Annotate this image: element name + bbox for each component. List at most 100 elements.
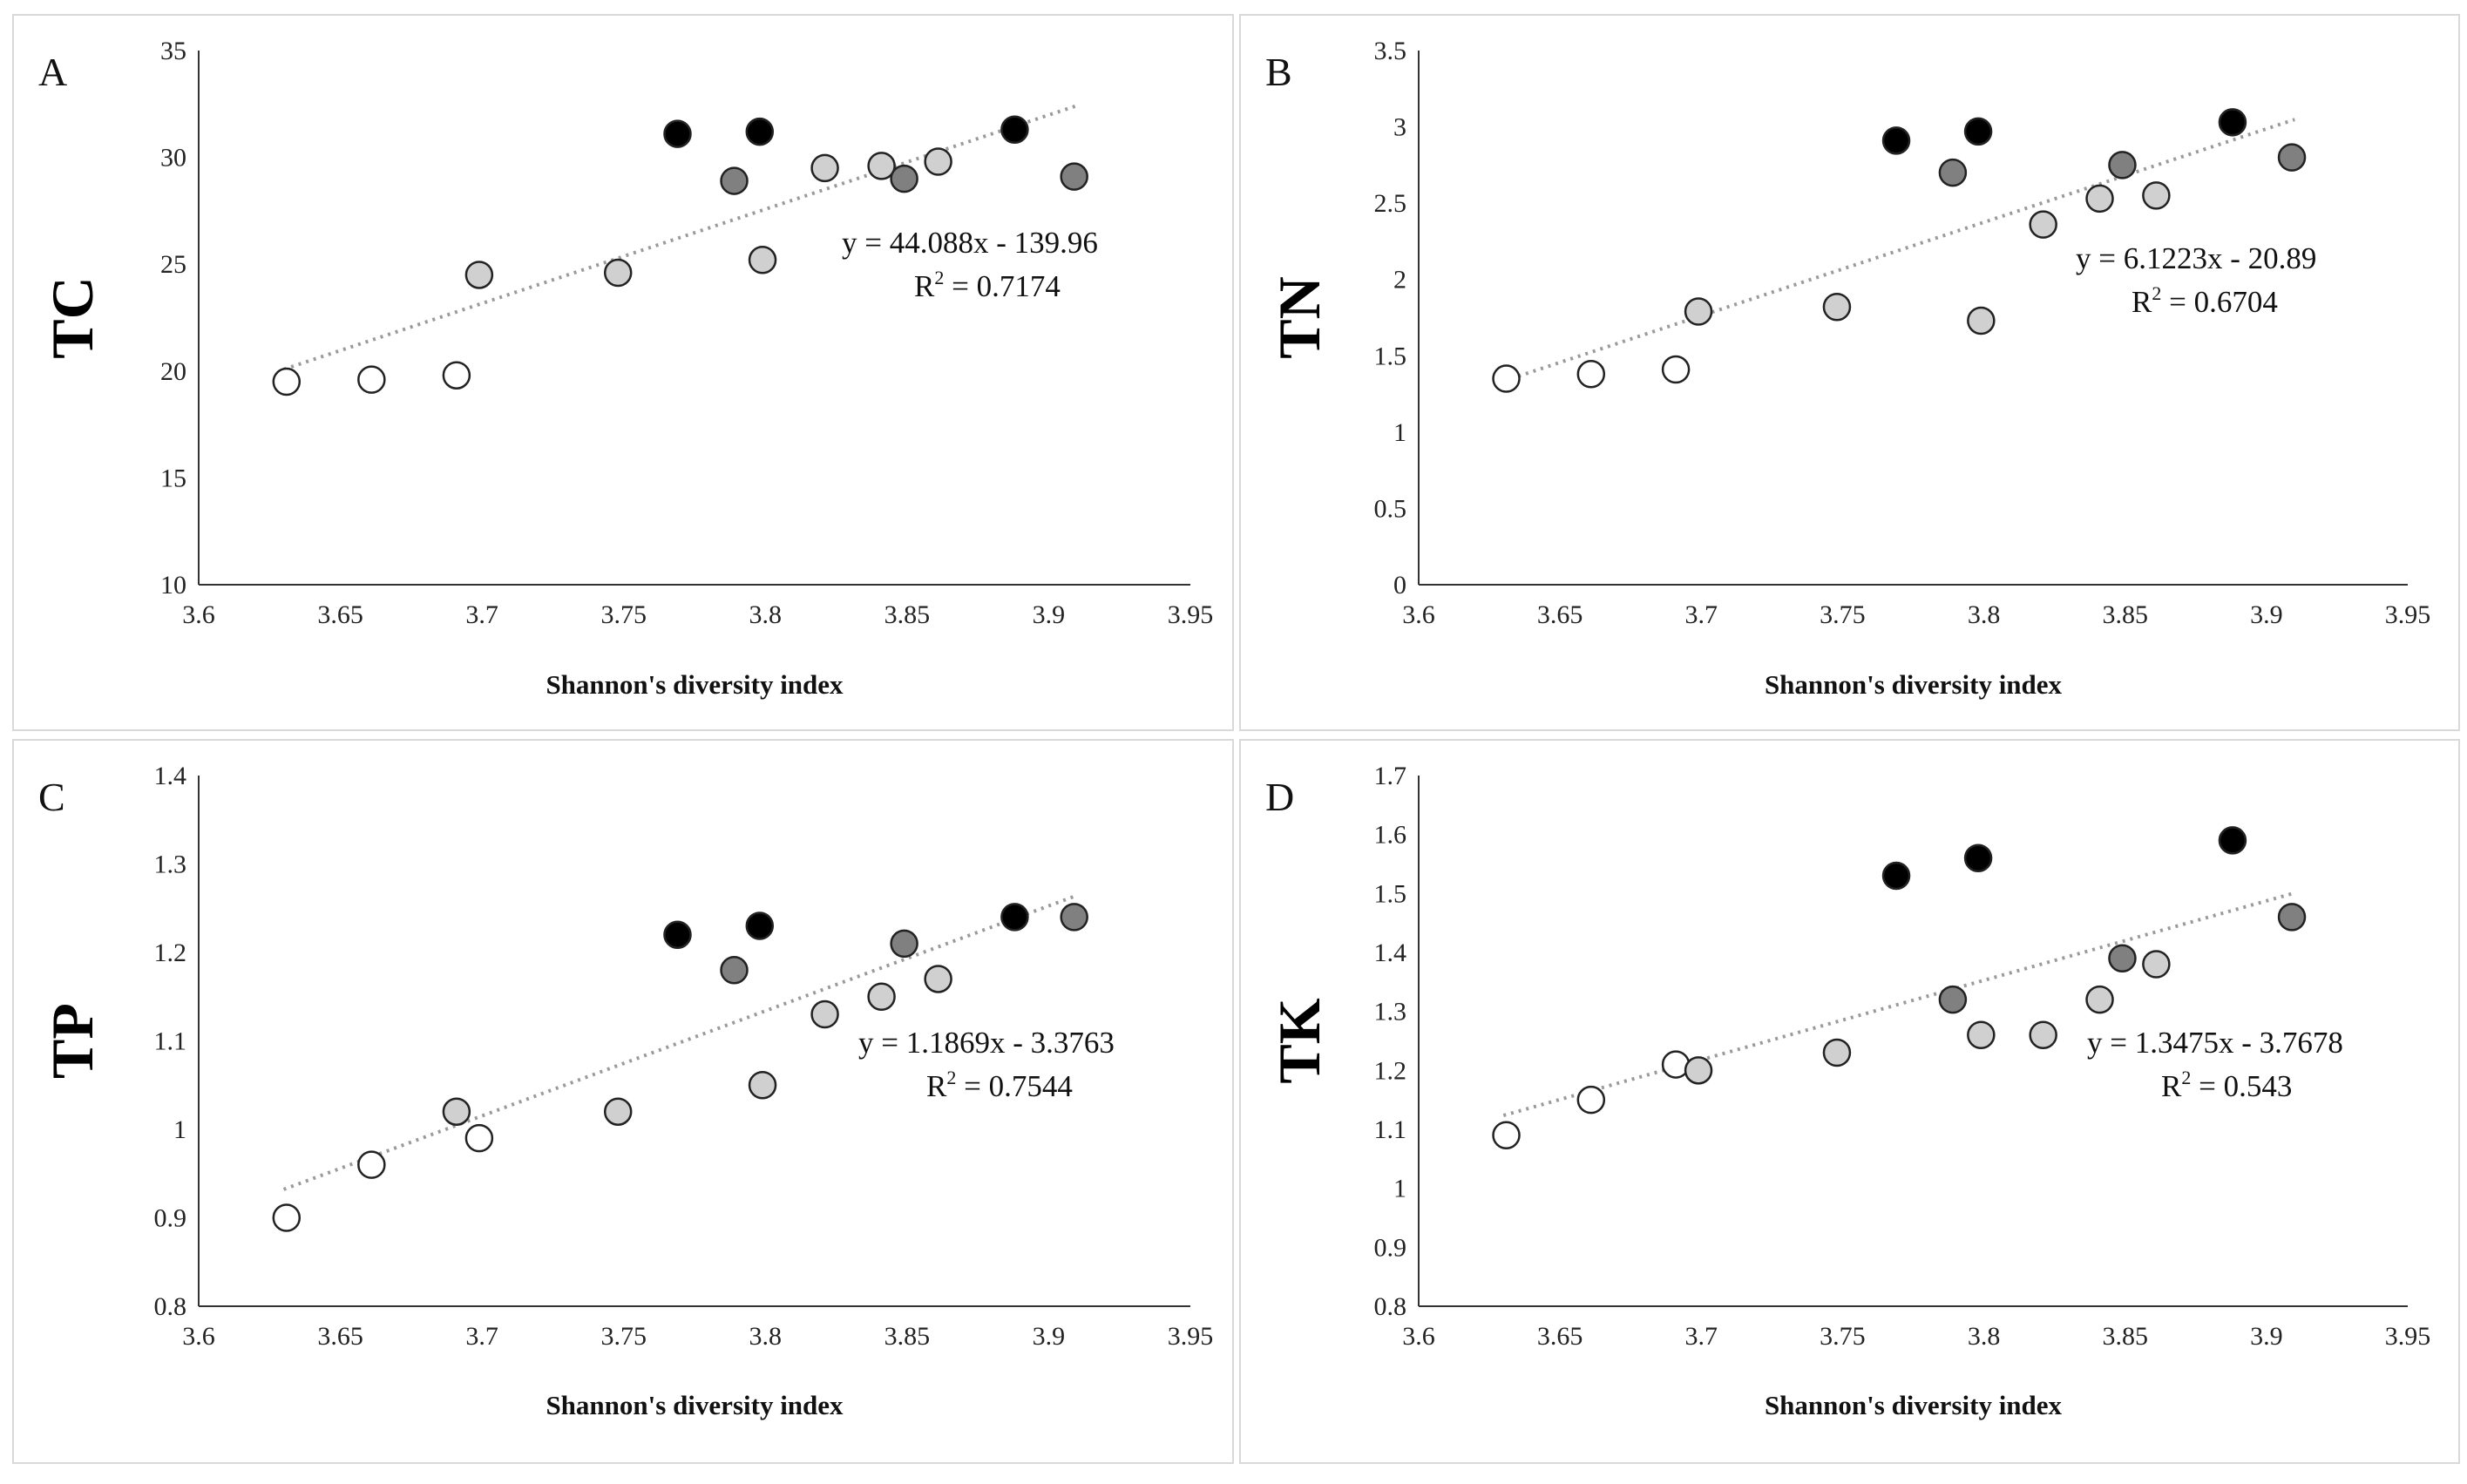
data-point-white — [1576, 360, 1606, 389]
y-axis-label-b: TN — [1266, 276, 1332, 358]
data-point-dark-gray — [720, 166, 749, 195]
data-point-light-gray — [924, 965, 952, 993]
trendline-b — [1502, 118, 2295, 383]
x-tick-label: 3.85 — [2102, 1322, 2148, 1351]
r-squared-value: = 0.7544 — [956, 1069, 1073, 1103]
trendline-a — [282, 104, 1078, 371]
scatter-plot-a: 10 15 20 25 30 35 3.6 3.65 3.7 3.75 3.8 3.85 3.9 3.95… — [38, 37, 1213, 700]
y-tick-label: 1.5 — [1374, 342, 1407, 370]
x-tick-label: 3.8 — [1968, 1322, 2001, 1351]
r-squared-value: = 0.543 — [2191, 1069, 2292, 1103]
y-tick-label: 0.9 — [154, 1204, 187, 1233]
x-tick-label: 3.95 — [1168, 1322, 1214, 1351]
r-squared-label-c: R2 = 0.7544 — [926, 1067, 1073, 1103]
x-tick-label: 3.7 — [465, 600, 498, 629]
data-point-dark-gray — [1938, 158, 1968, 187]
data-point-light-gray — [1822, 292, 1852, 322]
data-point-black — [663, 119, 692, 148]
data-point-black — [1963, 117, 1993, 146]
data-point-white — [1492, 364, 1521, 393]
data-point-light-gray — [1684, 1056, 1713, 1085]
data-point-black — [745, 911, 775, 940]
data-point-black — [1963, 844, 1993, 872]
chart-panel-b: 0 0.5 1 1.5 2 2.5 3 3.5 3.6 3.65 3.7 3.75 3.8 3.85 3.9… — [1239, 14, 2460, 731]
x-tick-label: 3.85 — [2102, 600, 2148, 629]
y-tick-label: 3.5 — [1374, 37, 1407, 65]
r-squared-superscript: 2 — [946, 1067, 956, 1088]
trendline-equation-c: y = 1.1869x - 3.3763 — [858, 1026, 1115, 1060]
r-squared-superscript: 2 — [934, 267, 944, 288]
r-squared-superscript: 2 — [2152, 282, 2161, 304]
y-tick-label: 1.1 — [1374, 1115, 1407, 1144]
data-point-light-gray — [442, 1097, 471, 1126]
x-axis-label-b: Shannon's diversity index — [1765, 669, 2063, 700]
y-tick-label: 1 — [1393, 1175, 1406, 1203]
r-squared-superscript: 2 — [2181, 1067, 2191, 1088]
x-tick-label: 3.65 — [1537, 1322, 1583, 1351]
y-tick-label: 35 — [160, 37, 186, 65]
y-tick-label: 1.3 — [154, 850, 187, 879]
data-point-light-gray — [748, 246, 777, 274]
y-tick-label: 1.5 — [1374, 879, 1407, 908]
data-point-white — [272, 367, 302, 396]
r-squared-symbol: R — [914, 269, 935, 303]
y-axis-label-d: TK — [1266, 998, 1332, 1083]
data-point-light-gray — [1967, 1020, 1996, 1049]
data-point-dark-gray — [720, 956, 749, 985]
trendline-equation-b: y = 6.1223x - 20.89 — [2076, 241, 2316, 275]
x-tick-label: 3.85 — [884, 600, 931, 629]
x-tick-label: 3.65 — [317, 600, 363, 629]
data-point-white — [357, 1150, 386, 1179]
y-tick-label: 30 — [160, 144, 186, 173]
data-point-light-gray — [2085, 184, 2114, 213]
data-point-light-gray — [748, 1071, 777, 1100]
r-squared-symbol: R — [2132, 285, 2152, 319]
data-point-white — [357, 365, 386, 394]
x-tick-label: 3.75 — [1820, 600, 1866, 629]
y-tick-label: 1 — [1393, 418, 1406, 447]
y-tick-label: 10 — [160, 571, 186, 600]
y-tick-label: 3 — [1393, 113, 1406, 142]
data-point-black — [1881, 861, 1911, 891]
data-point-light-gray — [2142, 950, 2171, 979]
y-tick-label: 0.5 — [1374, 494, 1407, 523]
r-squared-label-d: R2 = 0.543 — [2161, 1067, 2292, 1103]
data-point-dark-gray — [890, 164, 918, 193]
r-squared-symbol: R — [926, 1069, 947, 1103]
data-point-light-gray — [810, 999, 839, 1029]
y-tick-label: 2 — [1393, 266, 1406, 295]
data-point-white — [464, 1123, 494, 1153]
scatter-plot-b: 0 0.5 1 1.5 2 2.5 3 3.5 3.6 3.65 3.7 3.75 3.8 3.85 3.9… — [1265, 37, 2430, 700]
r-squared-label-a: R2 = 0.7174 — [914, 267, 1061, 303]
data-point-black — [745, 117, 775, 146]
chart-panel-d: 0.8 0.9 1 1.1 1.2 1.3 1.4 1.5 1.6 1.7 3.6 3.65 3.7 3.… — [1239, 739, 2460, 1464]
scatter-plot-d: 0.8 0.9 1 1.1 1.2 1.3 1.4 1.5 1.6 1.7 3.6 3.65 3.7 3.… — [1265, 762, 2430, 1420]
x-tick-label: 3.75 — [1820, 1322, 1866, 1351]
y-tick-label: 2.5 — [1374, 189, 1407, 218]
data-point-light-gray — [924, 147, 952, 176]
x-tick-label: 3.9 — [2250, 1322, 2283, 1351]
data-point-black — [663, 920, 692, 949]
x-tick-label: 3.7 — [1685, 1322, 1718, 1351]
data-point-light-gray — [2142, 181, 2171, 210]
data-point-light-gray — [2085, 985, 2114, 1014]
y-tick-label: 1.4 — [154, 762, 187, 790]
r-squared-symbol: R — [2161, 1069, 2182, 1103]
x-axis-label-a: Shannon's diversity index — [546, 669, 844, 700]
x-tick-label: 3.6 — [1402, 600, 1435, 629]
data-point-dark-gray — [1060, 903, 1088, 932]
data-point-white — [442, 361, 471, 390]
y-tick-label: 0.8 — [154, 1292, 187, 1321]
data-point-dark-gray — [2277, 143, 2307, 172]
panel-letter-a: A — [38, 50, 67, 94]
data-point-light-gray — [810, 153, 839, 183]
x-tick-label: 3.85 — [884, 1322, 931, 1351]
data-point-black — [2218, 826, 2247, 855]
data-point-light-gray — [1822, 1038, 1852, 1067]
r-squared-value: = 0.6704 — [2161, 285, 2278, 319]
scatter-plot-c: 0.8 0.9 1 1.1 1.2 1.3 1.4 3.6 3.65 3.7 3.75 3.8 3.85… — [38, 762, 1214, 1420]
y-tick-label: 1.3 — [1374, 998, 1407, 1027]
x-tick-label: 3.75 — [600, 600, 647, 629]
data-point-light-gray — [867, 982, 896, 1011]
y-tick-label: 25 — [160, 250, 186, 279]
